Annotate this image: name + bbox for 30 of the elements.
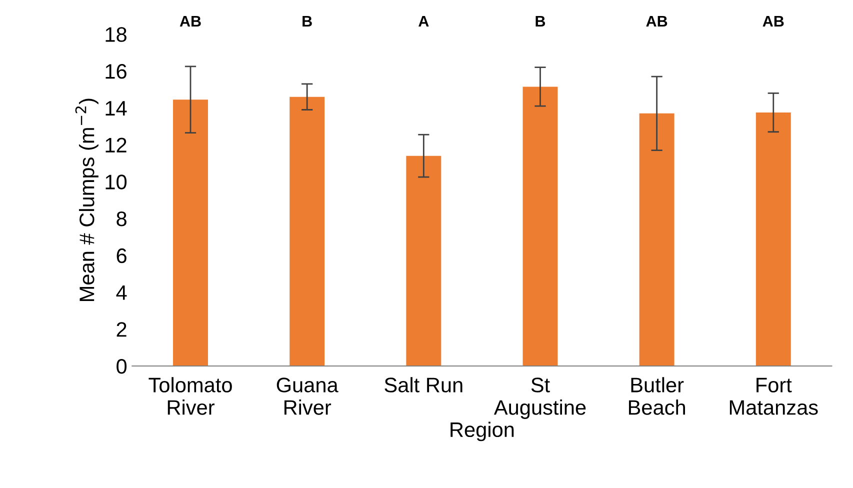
bar [756,112,791,366]
x-tick-label: Fort Matanzas [730,378,818,415]
x-tick-label: Tolomato River [148,377,232,415]
y-tick-label: 16 [106,64,126,79]
text: A [418,16,429,26]
y-tick-label: 0 [116,359,127,374]
x-axis-title: Region [450,422,514,442]
text: B [302,16,312,26]
text: AB [180,16,201,26]
bar [639,113,674,366]
x-tick-label: Guana River [276,378,338,415]
x-tick-label: Butler Beach [628,377,685,415]
text: AB [762,16,784,26]
x-tick-label: Salt Run [384,377,462,392]
bar [522,86,558,366]
y-tick-label: 2 [116,322,126,337]
y-tick-label: 14 [106,101,127,116]
bar [406,156,442,366]
y-tick-label: 4 [116,285,127,300]
text: AB [646,16,668,26]
y-tick-label: 8 [116,212,126,226]
x-tick-label: St Augustine [494,378,586,419]
bar [290,96,325,366]
y-tick-label: 12 [106,138,126,152]
y-tick-label: 10 [106,174,127,190]
y-axis-title: Mean # Clumps (m$^{−2}$) [75,98,98,301]
y-tick-label: 6 [116,248,126,264]
text: B [536,16,546,26]
y-tick-label: 18 [106,27,126,42]
bar [173,100,208,366]
